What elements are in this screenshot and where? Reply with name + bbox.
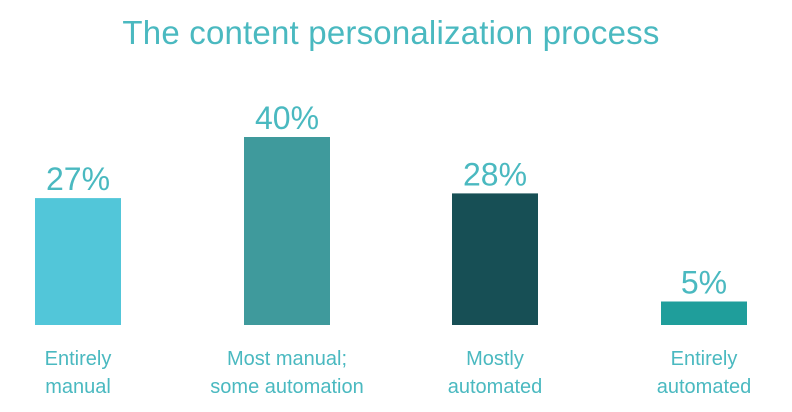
category-labels-layer: Entirely manual Most manual; some automatio… xyxy=(45,348,752,398)
bar-1 xyxy=(35,198,121,325)
bar-3 xyxy=(452,193,538,325)
category-label-4-line-1: Entirely xyxy=(671,348,738,370)
category-label-1-line-1: Entirely xyxy=(45,348,112,370)
chart-title: The content personalization process xyxy=(122,14,660,51)
category-label-2-line-2: some automation xyxy=(210,376,363,398)
category-label-1-line-2: manual xyxy=(45,376,111,398)
value-label-4: 5% xyxy=(681,265,727,301)
value-labels-layer: 27% 40% 28% 5% xyxy=(46,100,727,301)
value-label-3: 28% xyxy=(463,156,527,192)
bar-2 xyxy=(244,137,330,325)
bar-4 xyxy=(661,301,747,325)
category-label-2-line-1: Most manual; xyxy=(227,348,347,370)
category-label-3-line-1: Mostly xyxy=(466,348,524,370)
value-label-1: 27% xyxy=(46,161,110,197)
category-label-4-line-2: automated xyxy=(657,376,752,398)
value-label-2: 40% xyxy=(255,100,319,136)
bars-layer xyxy=(35,137,747,325)
category-label-3-line-2: automated xyxy=(448,376,543,398)
